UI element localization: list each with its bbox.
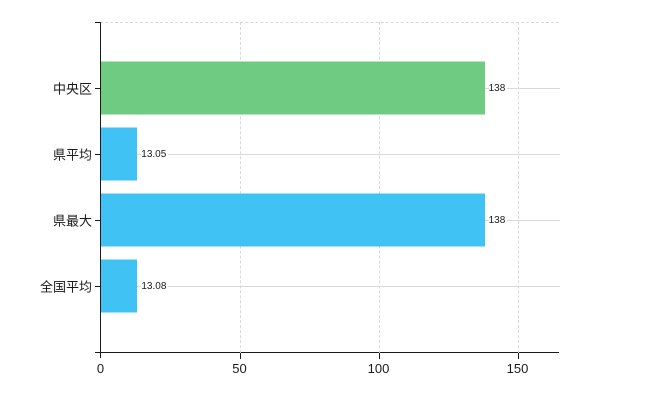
category-label: 県最大 [52,213,92,229]
x-axis-line [95,352,559,353]
bar-blue [101,127,138,181]
y-axis-top-tick [95,22,101,23]
category-label: 全国平均 [39,279,92,295]
bar-blue [101,259,138,313]
x-tick-100 [378,352,380,359]
category-tick [94,88,101,90]
gridline-x-150 [517,22,519,353]
category-tick [94,154,101,156]
bar-value-label: 13.05 [141,148,169,161]
bar-value-label: 13.08 [141,280,169,293]
category-tick [94,286,101,288]
gridline-x-50 [239,22,241,353]
category-tick [94,220,101,222]
bar-blue [101,193,485,247]
x-tick-label-50: 50 [232,361,247,376]
y-axis-line [100,22,101,358]
row-gridline [101,154,560,156]
x-tick-150 [517,352,519,359]
gridline-x-100 [378,22,380,353]
category-label: 中央区 [52,81,92,97]
category-label: 県平均 [52,147,92,163]
row-gridline [101,286,560,288]
x-tick-50 [239,352,241,359]
x-tick-label-0: 0 [96,361,105,376]
x-tick-label-100: 100 [367,361,390,376]
x-tick-label-150: 150 [506,361,529,376]
bar-value-label: 138 [488,82,508,95]
plot-top-border [100,22,559,23]
bar-green [101,61,485,115]
bar-value-label: 138 [488,214,508,227]
